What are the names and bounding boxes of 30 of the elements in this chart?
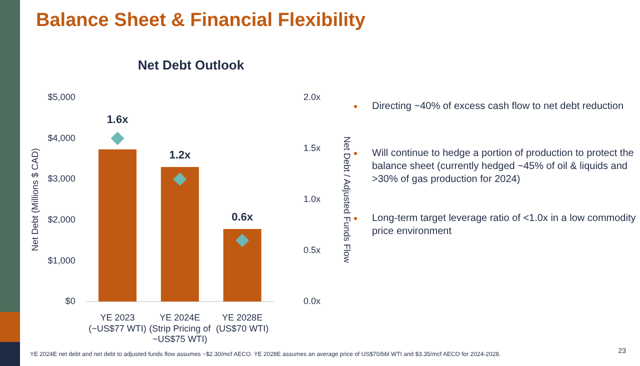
data-label: 1.2x (169, 149, 192, 162)
y-tick-label: $3,000 (48, 174, 76, 184)
text: Directing ~40% of excess cash flow to net debt reduction (372, 101, 624, 112)
y2-tick-label: 0.0x (304, 296, 322, 306)
text: Balance Sheet & Financial Flexibility (36, 10, 366, 32)
y-tick-label: $2,000 (48, 214, 76, 224)
data-label: 0.6x (232, 212, 254, 224)
y-tick-label: $5,000 (48, 92, 76, 102)
text: Will continue to hedge a portion of production to protect the balance sheet (currently hedged ~45% of oil & liquids and >30% of gas production for 2024) (372, 148, 634, 185)
x-tick-label: YE 2028E (US$70 WTI) (216, 312, 269, 334)
point (236, 234, 249, 247)
y2-tick-label: 1.0x (304, 194, 322, 204)
bar (160, 166, 199, 302)
point (111, 132, 124, 145)
y2-tick-label: 0.5x (304, 245, 322, 256)
bar (98, 149, 137, 302)
point (173, 172, 186, 186)
y-axis-title: Net Debt (Millions $ CAD) (30, 148, 40, 252)
bar (223, 228, 262, 302)
y2-axis-title: Net Debt / Adjusted Funds Flow (342, 136, 352, 264)
x-tick-label: YE 2024E (Strip Pricing of ~US$75 WTI) (149, 312, 212, 344)
y-tick-label: $4,000 (48, 132, 76, 143)
y-tick-label: $0 (65, 296, 76, 306)
y2-tick-label: 2.0x (304, 92, 322, 102)
data-label: 1.6x (106, 114, 130, 126)
text: Long-term target leverage ratio of <1.0x in a low commodity price environment (372, 213, 636, 237)
chart-title: Net Debt Outlook (138, 57, 245, 72)
x-tick-label: YE 2023 (~US$77 WTI) (88, 312, 146, 334)
y2-tick-label: 1.5x (304, 143, 322, 154)
y-tick-label: $1,000 (48, 255, 76, 266)
